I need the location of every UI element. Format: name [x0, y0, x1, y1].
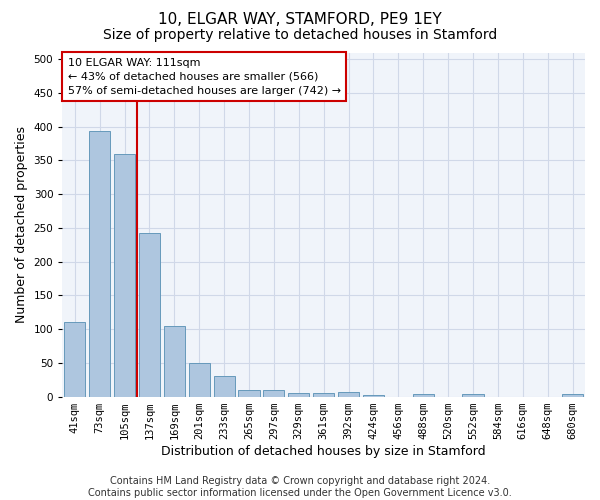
- Bar: [263, 390, 284, 396]
- Bar: [238, 390, 260, 396]
- Bar: [338, 392, 359, 396]
- Bar: [562, 394, 583, 396]
- Bar: [89, 132, 110, 396]
- Bar: [288, 392, 310, 396]
- Bar: [139, 234, 160, 396]
- Y-axis label: Number of detached properties: Number of detached properties: [15, 126, 28, 323]
- Bar: [463, 394, 484, 396]
- Bar: [64, 322, 85, 396]
- Bar: [363, 394, 384, 396]
- X-axis label: Distribution of detached houses by size in Stamford: Distribution of detached houses by size …: [161, 444, 486, 458]
- Bar: [413, 394, 434, 396]
- Bar: [313, 392, 334, 396]
- Text: 10 ELGAR WAY: 111sqm
← 43% of detached houses are smaller (566)
57% of semi-deta: 10 ELGAR WAY: 111sqm ← 43% of detached h…: [68, 58, 341, 96]
- Text: 10, ELGAR WAY, STAMFORD, PE9 1EY: 10, ELGAR WAY, STAMFORD, PE9 1EY: [158, 12, 442, 28]
- Text: Contains HM Land Registry data © Crown copyright and database right 2024.
Contai: Contains HM Land Registry data © Crown c…: [88, 476, 512, 498]
- Bar: [214, 376, 235, 396]
- Bar: [164, 326, 185, 396]
- Bar: [114, 154, 135, 396]
- Text: Size of property relative to detached houses in Stamford: Size of property relative to detached ho…: [103, 28, 497, 42]
- Bar: [188, 363, 210, 396]
